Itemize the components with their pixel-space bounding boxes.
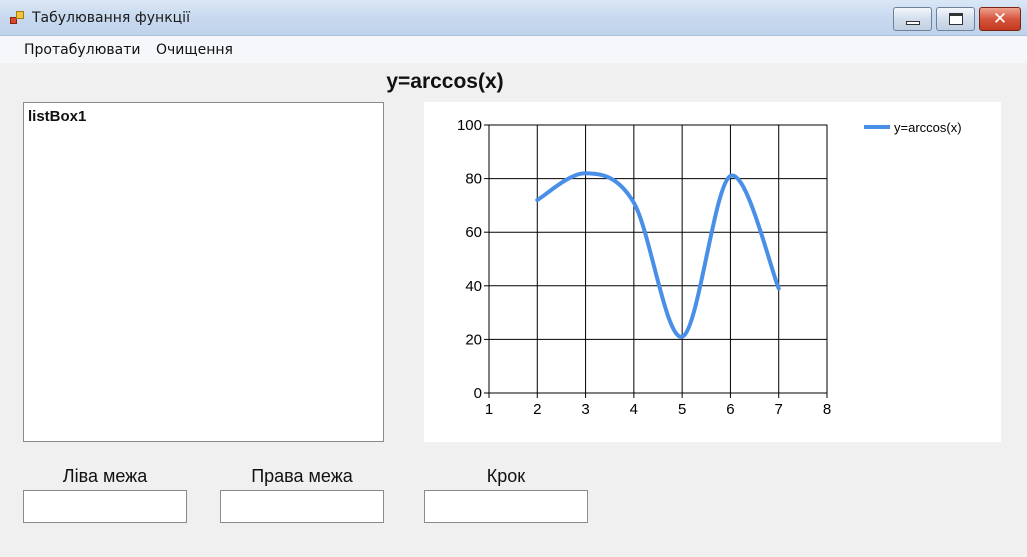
x-tick-label: 8 — [823, 401, 831, 418]
x-tick-label: 3 — [581, 401, 589, 418]
series-line — [535, 171, 781, 339]
minimize-button[interactable] — [893, 7, 932, 31]
results-listbox[interactable]: listBox1 — [23, 102, 384, 442]
close-icon: ✕ — [992, 9, 1008, 29]
right-bound-label: Права межа — [251, 466, 353, 486]
y-tick-label: 40 — [465, 278, 482, 295]
y-tick-label: 80 — [465, 171, 482, 188]
step-label: Крок — [486, 466, 526, 486]
left-bound-label: Ліва межа — [62, 466, 148, 486]
chart-title: y=arccos(x) — [386, 70, 504, 93]
minimize-icon — [906, 21, 920, 25]
legend-label: y=arccos(x) — [894, 120, 962, 135]
menu-bar: Протабулювати Очищення — [0, 36, 1027, 63]
y-tick-label: 0 — [474, 385, 482, 402]
chart-panel: 1 2 3 4 5 6 7 8 0 20 40 60 80 100 y=arccos(x) — [424, 102, 1001, 442]
y-tick-label: 60 — [465, 224, 482, 241]
x-tick-label: 5 — [678, 401, 686, 418]
list-item[interactable]: listBox1 — [28, 108, 87, 125]
right-bound-input[interactable] — [220, 490, 384, 523]
step-input[interactable] — [424, 490, 588, 523]
menu-item-clear[interactable]: Очищення — [156, 42, 233, 58]
y-tick-label: 20 — [465, 331, 482, 348]
maximize-button[interactable] — [936, 7, 975, 31]
x-tick-label: 2 — [533, 401, 541, 418]
window-title: Табулювання функції — [32, 10, 190, 26]
maximize-icon — [949, 13, 963, 25]
x-tick-label: 6 — [726, 401, 734, 418]
close-button[interactable]: ✕ — [979, 7, 1021, 31]
x-tick-label: 7 — [775, 401, 783, 418]
x-tick-label: 1 — [485, 401, 493, 418]
app-icon — [10, 11, 26, 25]
left-bound-input[interactable] — [23, 490, 187, 523]
y-tick-label: 100 — [457, 117, 482, 134]
plot-area-border — [488, 124, 828, 394]
menu-item-tabulate[interactable]: Протабулювати — [24, 42, 141, 58]
title-bar: Табулювання функції ✕ — [0, 0, 1027, 36]
x-tick-label: 4 — [630, 401, 638, 418]
